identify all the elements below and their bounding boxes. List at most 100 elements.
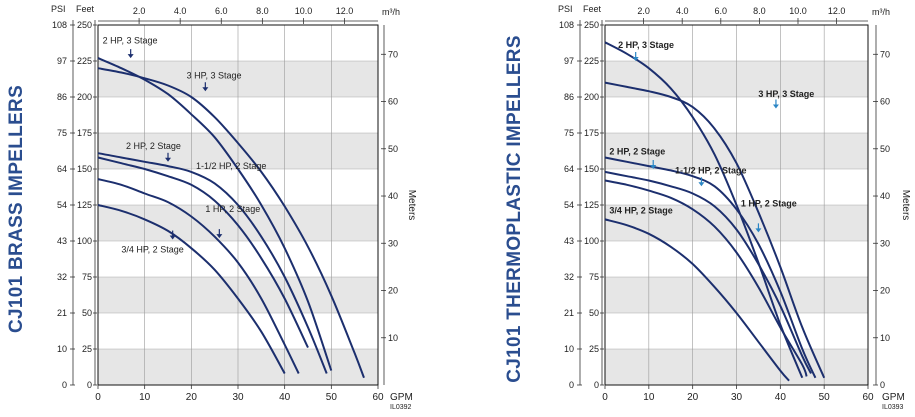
brass-m3h-tick-label: 2.0 (133, 6, 146, 16)
brass-gpm-tick-label: 60 (372, 392, 384, 403)
thermo-psi-tick-label: 32 (564, 272, 574, 282)
thermo-series-2-hp-2-stage-line (604, 156, 817, 379)
brass-meters-tick-label: 60 (388, 97, 398, 107)
thermo-feet-tick-label: 50 (589, 308, 599, 318)
brass-feet-tick-label: 175 (77, 128, 92, 138)
brass-feet-tick-label: 225 (77, 56, 92, 66)
thermo-series-2-hp-3-stage-arrowhead (632, 57, 639, 61)
brass-gpm-tick-label: 10 (139, 392, 151, 403)
thermo-gpm-tick-label: 60 (862, 392, 874, 403)
brass-gpm-tick-label: 30 (232, 392, 244, 403)
thermo-series-3-hp-3-stage-label: 3 HP, 3 Stage (758, 89, 814, 99)
thermo-gpm-tick-label: 30 (731, 392, 743, 403)
thermo-meters-tick-label: 70 (880, 49, 890, 59)
brass-psi-tick-label: 86 (57, 92, 67, 102)
thermo-meters-tick-label: 10 (880, 333, 890, 343)
thermo-psi-tick-label: 64 (564, 164, 574, 174)
brass-series-2-hp-2-stage-arrowhead (165, 157, 171, 162)
thermo-series-2-hp-2-stage-arrowhead (650, 165, 657, 169)
thermo-meters-tick-label: 0 (880, 380, 885, 390)
thermo-psi-unit: PSI (558, 4, 573, 14)
thermo-psi-tick-label: 10 (564, 344, 574, 354)
thermo-feet-unit: Feet (583, 4, 602, 14)
brass-meters-unit: Meters (406, 190, 417, 221)
brass-series-2-hp-3-stage-label: 2 HP, 3 Stage (103, 36, 158, 46)
brass-series-3-hp-3-stage-arrowhead (202, 87, 209, 92)
thermo-gpm-tick-label: 40 (775, 392, 787, 403)
thermo-meters-tick-label: 60 (880, 97, 890, 107)
brass-psi-tick-label: 54 (57, 200, 67, 210)
thermo-m3h-tick-label: 4.0 (676, 6, 689, 16)
thermo-series-1-hp-2-stage-line (604, 179, 808, 377)
thermo-feet-tick-label: 0 (594, 380, 599, 390)
thermo-feet-tick-label: 200 (584, 92, 599, 102)
thermo-code: IL0393 (882, 404, 904, 411)
thermo-m3h-tick-label: 2.0 (637, 6, 650, 16)
thermo-series-1-hp-2-stage-arrowhead (755, 228, 762, 233)
brass-series-1-hp-2-stage-label: 1 HP, 2 Stage (205, 204, 260, 214)
thermo-series-2-hp-2-stage-label: 2 HP, 2 Stage (609, 147, 665, 157)
brass-psi-tick-label: 32 (57, 272, 67, 282)
brass-series-3-4-hp-2-stage-arrowhead (169, 235, 176, 240)
brass-series-3-hp-3-stage-label: 3 HP, 3 Stage (187, 70, 242, 80)
thermo-gpm-unit: GPM (882, 392, 905, 403)
brass-m3h-tick-label: 6.0 (215, 6, 228, 16)
thermo-gpm-tick-label: 10 (643, 392, 655, 403)
brass-m3h-tick-label: 8.0 (256, 6, 269, 16)
brass-feet-tick-label: 25 (82, 344, 92, 354)
brass-psi-unit: PSI (51, 4, 66, 14)
thermo-m3h-tick-label: 8.0 (753, 6, 766, 16)
brass-m3h-tick-label: 10.0 (295, 6, 313, 16)
thermo-series-3-4-hp-2-stage-line (604, 218, 790, 382)
brass-psi-tick-label: 21 (57, 308, 67, 318)
thermo-psi-tick-label: 97 (564, 56, 574, 66)
brass-meters-tick-label: 20 (388, 286, 398, 296)
thermo-feet-tick-label: 150 (584, 164, 599, 174)
brass-m3h-tick-label: 4.0 (174, 6, 187, 16)
brass-gpm-tick-label: 20 (186, 392, 198, 403)
brass-feet-tick-label: 250 (77, 20, 92, 30)
thermo-meters-tick-label: 50 (880, 144, 890, 154)
thermo-gpm-tick-label: 20 (687, 392, 699, 403)
thermo-feet-tick-label: 250 (584, 20, 599, 30)
thermo-psi-tick-label: 0 (569, 380, 574, 390)
brass-psi-tick-label: 108 (52, 20, 67, 30)
thermo-psi-tick-label: 75 (564, 128, 574, 138)
thermo-psi-tick-label: 108 (559, 20, 574, 30)
brass-gpm-unit: GPM (390, 392, 413, 403)
brass-meters-tick-label: 50 (388, 144, 398, 154)
thermo-series-1-hp-2-stage-label: 1 HP, 2 Stage (741, 198, 797, 208)
brass-gpm-tick-label: 40 (279, 392, 291, 403)
thermo-feet-tick-label: 25 (589, 344, 599, 354)
thermo-feet-tick-label: 100 (584, 236, 599, 246)
brass-psi-tick-label: 75 (57, 128, 67, 138)
brass-feet-unit: Feet (76, 4, 95, 14)
brass-series-3-hp-3-stage-line (97, 67, 365, 379)
thermo-psi-tick-label: 21 (564, 308, 574, 318)
brass-series-1-hp-2-stage-line (97, 178, 300, 374)
brass-feet-tick-label: 200 (77, 92, 92, 102)
thermo-feet-tick-label: 125 (584, 200, 599, 210)
brass-psi-tick-label: 97 (57, 56, 67, 66)
thermo-gpm-tick-label: 0 (602, 392, 608, 403)
thermo-series-2-hp-3-stage-label: 2 HP, 3 Stage (618, 40, 674, 50)
thermo-meters-tick-label: 30 (880, 238, 890, 248)
brass-psi-tick-label: 0 (62, 380, 67, 390)
thermo-m3h-tick-label: 6.0 (715, 6, 728, 16)
brass-meters-tick-label: 40 (388, 191, 398, 201)
thermo-feet-tick-label: 175 (584, 128, 599, 138)
thermo-feet-tick-label: 75 (589, 272, 599, 282)
thermo-m3h-tick-label: 12.0 (828, 6, 846, 16)
brass-meters-tick-label: 10 (388, 333, 398, 343)
thermo-meters-tick-label: 20 (880, 286, 890, 296)
thermo-gpm-tick-label: 50 (819, 392, 831, 403)
brass-feet-tick-label: 0 (87, 380, 92, 390)
brass-feet-tick-label: 50 (82, 308, 92, 318)
brass-psi-tick-label: 64 (57, 164, 67, 174)
brass-series-1-hp-2-stage-arrowhead (216, 234, 223, 239)
brass-series-2-hp-3-stage-arrowhead (127, 54, 134, 59)
brass-feet-tick-label: 100 (77, 236, 92, 246)
brass-series-3-4-hp-2-stage-line (97, 204, 286, 374)
thermo-series-3-hp-3-stage-arrowhead (772, 104, 779, 109)
